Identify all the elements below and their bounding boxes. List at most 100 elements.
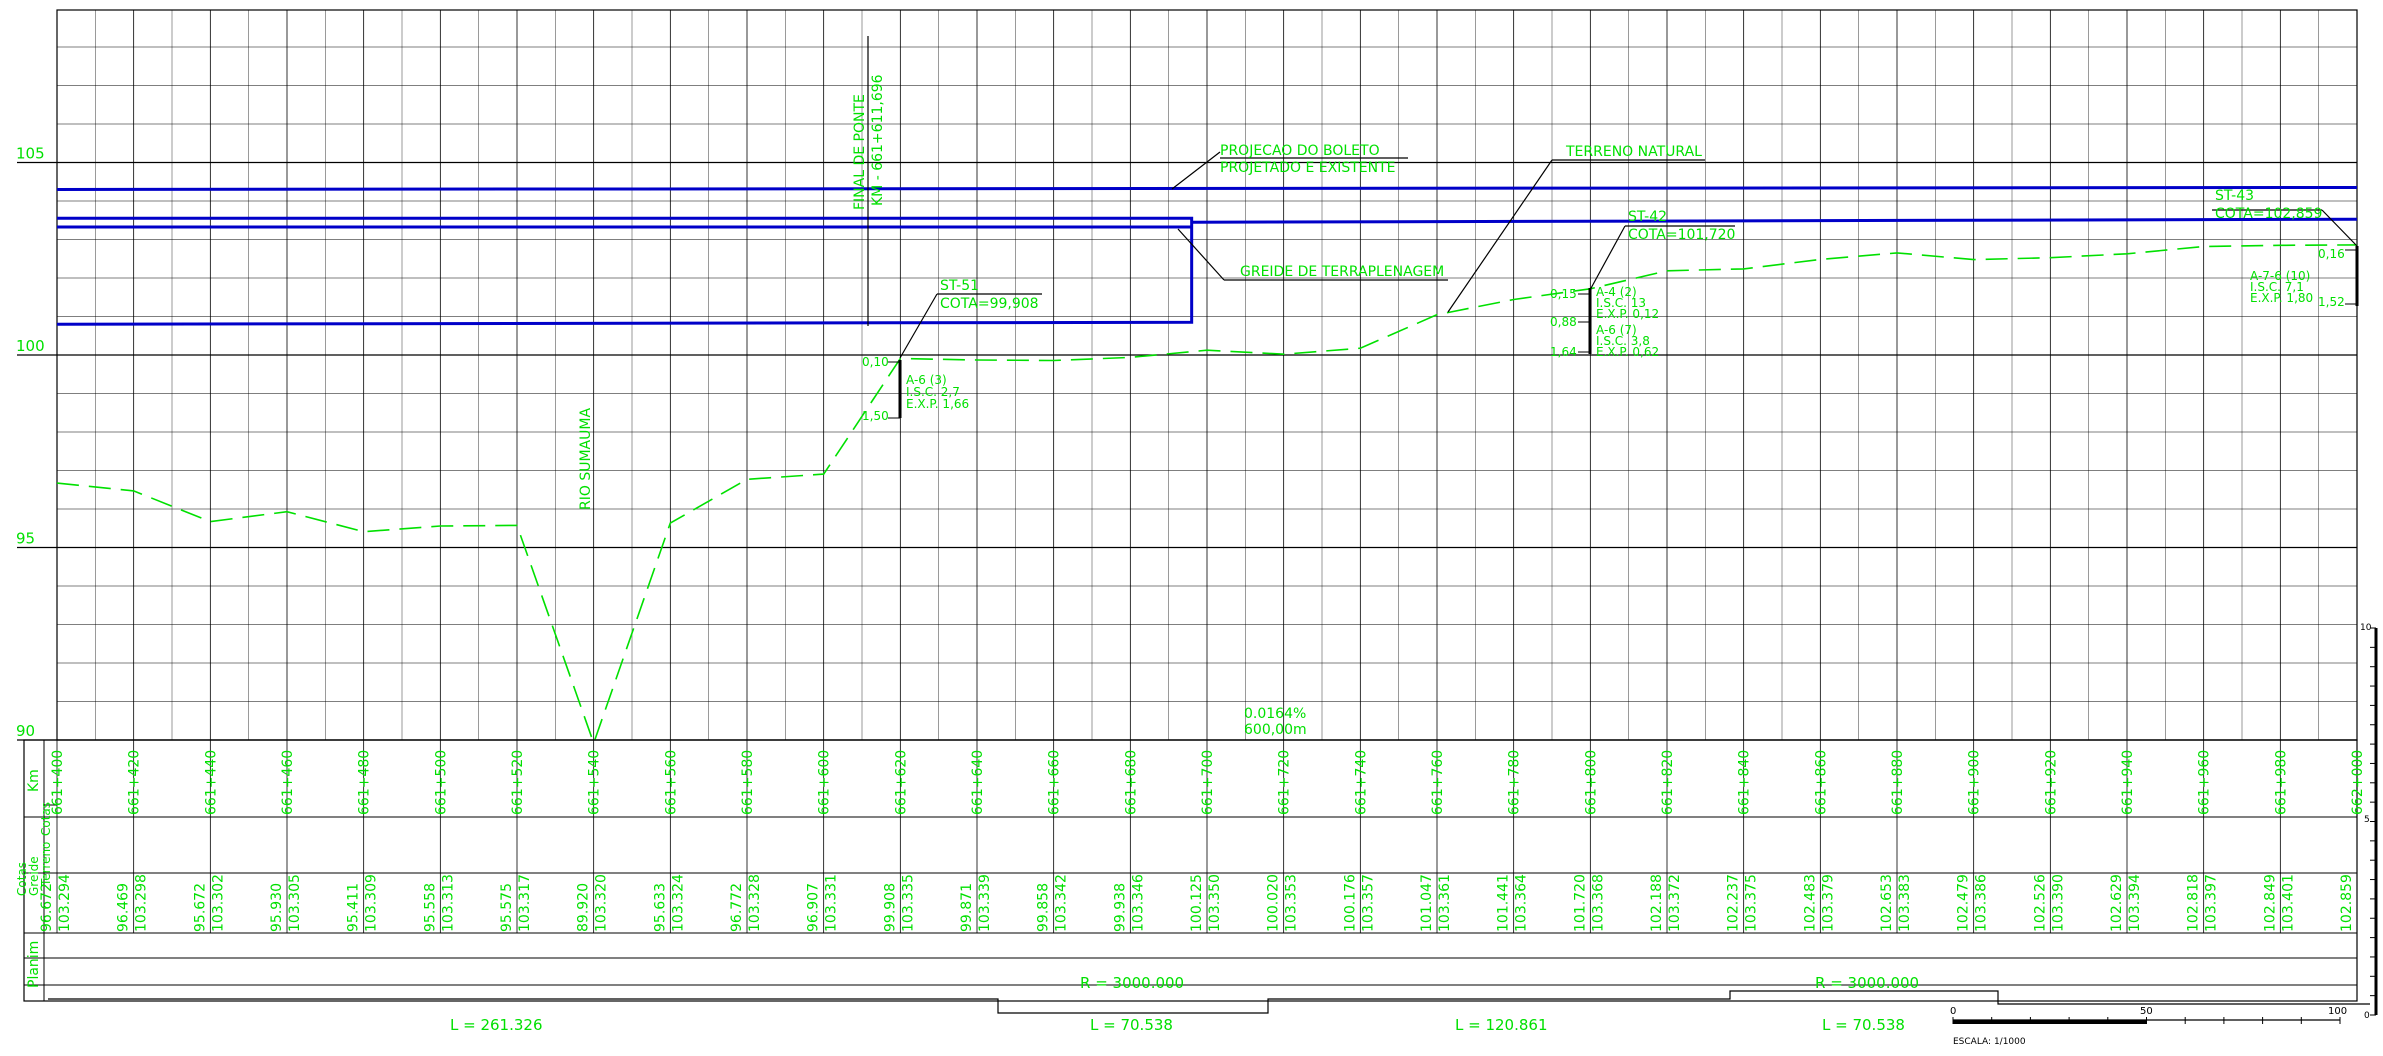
station-values: 661+400 96.672 103.294 661+420 96.469 103.298… bbox=[39, 750, 2366, 932]
planim-l3: L = 120.861 bbox=[1455, 1016, 1548, 1034]
station-km: 661+540 bbox=[587, 750, 603, 815]
station-greide: 103.383 bbox=[1897, 874, 1913, 932]
station-cota: 95.672 bbox=[192, 883, 208, 932]
station-cota: 102.188 bbox=[1649, 874, 1665, 932]
terreno-leader bbox=[1447, 159, 1553, 313]
station-greide: 103.386 bbox=[1974, 874, 1990, 932]
st42-layer2-line-3: E.X.P. 0,62 bbox=[1596, 345, 1659, 359]
station-km: 661+940 bbox=[2120, 750, 2136, 815]
station-greide: 103.324 bbox=[670, 874, 686, 932]
st43-title: ST-43 bbox=[2215, 188, 2254, 204]
station-cota: 102.629 bbox=[2109, 874, 2125, 932]
greide-leader bbox=[1177, 228, 1225, 281]
table-frame bbox=[23, 739, 2358, 1002]
grade-percent: 0.0164% bbox=[1244, 706, 1306, 722]
boleto-top-line bbox=[56, 185, 2358, 191]
st42-layer2-line-2: I.S.C. 3,8 bbox=[1596, 334, 1650, 348]
row-label-cotas-4: Terreno bbox=[39, 842, 53, 887]
scale-bar-segment bbox=[1953, 1020, 2146, 1024]
scale-tick-50: 50 bbox=[2140, 1006, 2153, 1017]
station-cota: 101.441 bbox=[1496, 874, 1512, 932]
st42-layer1-line-3: E.X.P. 0,12 bbox=[1596, 307, 1659, 321]
ruler-label-10: 10 bbox=[2360, 623, 2372, 633]
station-greide: 103.320 bbox=[594, 874, 610, 932]
station-cota: 95.633 bbox=[652, 883, 668, 932]
y-tick-label: 95 bbox=[16, 530, 35, 548]
st42-depth-3: 1,64 bbox=[1550, 345, 1577, 359]
final-ponte-label-2: KM - 661+611,696 bbox=[870, 74, 886, 206]
station-greide: 103.368 bbox=[1590, 874, 1606, 932]
annotations: PROJECAO DO BOLETO PROJETADO E EXISTENTE… bbox=[578, 36, 2359, 738]
station-km: 661+560 bbox=[663, 750, 679, 815]
station-greide: 103.353 bbox=[1284, 874, 1300, 932]
row-label-cotas-2: Greide bbox=[27, 856, 41, 896]
station-cota: 96.672 bbox=[39, 883, 55, 932]
st43-line-3: E.X.P. 1,80 bbox=[2250, 291, 2313, 305]
station-cota: 102.526 bbox=[2032, 874, 2048, 932]
station-cota: 102.859 bbox=[2339, 874, 2355, 932]
st43-depth-2: 1,52 bbox=[2318, 295, 2345, 309]
station-cota: 102.237 bbox=[1726, 874, 1742, 932]
station-km: 661+920 bbox=[2043, 750, 2059, 815]
station-km: 661+620 bbox=[893, 750, 909, 815]
station-greide: 103.302 bbox=[210, 874, 226, 932]
station-km: 661+600 bbox=[817, 750, 833, 815]
station-greide: 103.309 bbox=[364, 874, 380, 932]
st43-line-2: I.S.C. 7,1 bbox=[2250, 280, 2304, 294]
station-cota: 101.047 bbox=[1419, 874, 1435, 932]
st42-layer1-line-2: I.S.C. 13 bbox=[1596, 296, 1646, 310]
station-greide: 103.394 bbox=[2127, 874, 2143, 932]
planim-r2: R = 3000.000 bbox=[1815, 974, 1919, 992]
scale-tick-0: 0 bbox=[1950, 1006, 1956, 1017]
station-cota: 96.469 bbox=[116, 883, 132, 932]
st42-leader bbox=[1589, 225, 1626, 291]
st51-line-3: E.X.P. 1,66 bbox=[906, 397, 969, 411]
row-label-planim: Planim bbox=[26, 941, 42, 988]
station-km: 661+760 bbox=[1430, 750, 1446, 815]
final-ponte-label-1: FINAL DE PONTE bbox=[852, 94, 868, 210]
station-cota: 101.720 bbox=[1572, 874, 1588, 932]
st42-cota: COTA=101,720 bbox=[1628, 227, 1735, 243]
st43-depth-1: 0,16 bbox=[2318, 247, 2345, 261]
scale-bar: 0 50 100 ESCALA: 1/1000 bbox=[1950, 1006, 2347, 1047]
terreno-label: TERRENO NATURAL bbox=[1565, 144, 1702, 160]
station-greide: 103.346 bbox=[1130, 874, 1146, 932]
station-cota: 102.818 bbox=[2186, 874, 2202, 932]
station-km: 661+740 bbox=[1353, 750, 1369, 815]
station-greide: 103.350 bbox=[1207, 874, 1223, 932]
station-cota: 102.483 bbox=[1802, 874, 1818, 932]
station-km: 661+420 bbox=[127, 750, 143, 815]
st42-depth-2: 0,88 bbox=[1550, 315, 1577, 329]
st42-depth-1: 0,15 bbox=[1550, 287, 1577, 301]
ruler-label-0: 0 bbox=[2364, 1011, 2370, 1021]
boleto-greide-line bbox=[1191, 217, 2358, 224]
station-greide: 103.397 bbox=[2204, 874, 2220, 932]
row-label-km: Km bbox=[26, 769, 42, 792]
st51-line-1: A-6 (3) bbox=[906, 373, 947, 387]
terrain-profile-line bbox=[56, 244, 2358, 746]
y-tick-label: 90 bbox=[16, 722, 35, 740]
station-cota: 95.930 bbox=[269, 883, 285, 932]
station-km: 661+860 bbox=[1813, 750, 1829, 815]
station-km: 661+700 bbox=[1200, 750, 1216, 815]
station-km: 661+880 bbox=[1890, 750, 1906, 815]
station-km: 661+900 bbox=[1967, 750, 1983, 815]
station-cota: 102.653 bbox=[1879, 874, 1895, 932]
station-km: 661+820 bbox=[1660, 750, 1676, 815]
station-cota: 95.411 bbox=[346, 883, 362, 932]
right-ruler-ticks bbox=[2370, 627, 2376, 1016]
station-km: 661+980 bbox=[2273, 750, 2289, 815]
st51-title: ST-51 bbox=[940, 278, 979, 294]
ruler-label-5: 5 bbox=[2364, 815, 2370, 825]
station-cota: 95.558 bbox=[422, 883, 438, 932]
station-cota: 102.479 bbox=[1956, 874, 1972, 932]
station-km: 661+460 bbox=[280, 750, 296, 815]
st42-layer1-line-1: A-4 (2) bbox=[1596, 285, 1637, 299]
boleto-projection bbox=[56, 185, 2358, 326]
station-cota: 102.849 bbox=[2262, 874, 2278, 932]
station-greide: 103.313 bbox=[440, 874, 456, 932]
projecao-leader bbox=[1171, 151, 1221, 190]
station-greide: 103.298 bbox=[134, 874, 150, 932]
table-row-labels: Km Cotas Greide Cotas Terreno Planim bbox=[15, 769, 53, 988]
